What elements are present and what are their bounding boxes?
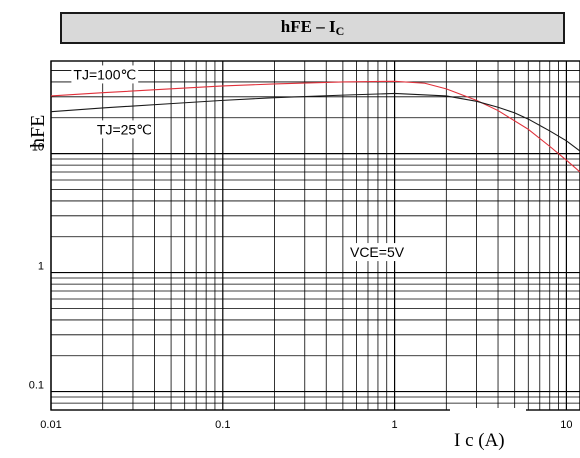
x-axis-label: I c (A)	[454, 430, 505, 451]
x-tick-label: 0.1	[215, 419, 230, 431]
annotation-label: TJ=100℃	[73, 66, 136, 82]
y-tick-label: 0.1	[29, 380, 44, 392]
annotation-label: TJ=25℃	[97, 121, 152, 137]
annotation-label: VCE=5V	[350, 244, 405, 260]
x-tick-label: 10	[560, 419, 572, 431]
plot-background	[51, 61, 580, 410]
y-tick-label: 1	[38, 261, 44, 273]
x-tick-label: 0.01	[40, 419, 61, 431]
y-axis-label: hFE	[27, 115, 49, 148]
x-tick-label: 1	[392, 419, 398, 431]
